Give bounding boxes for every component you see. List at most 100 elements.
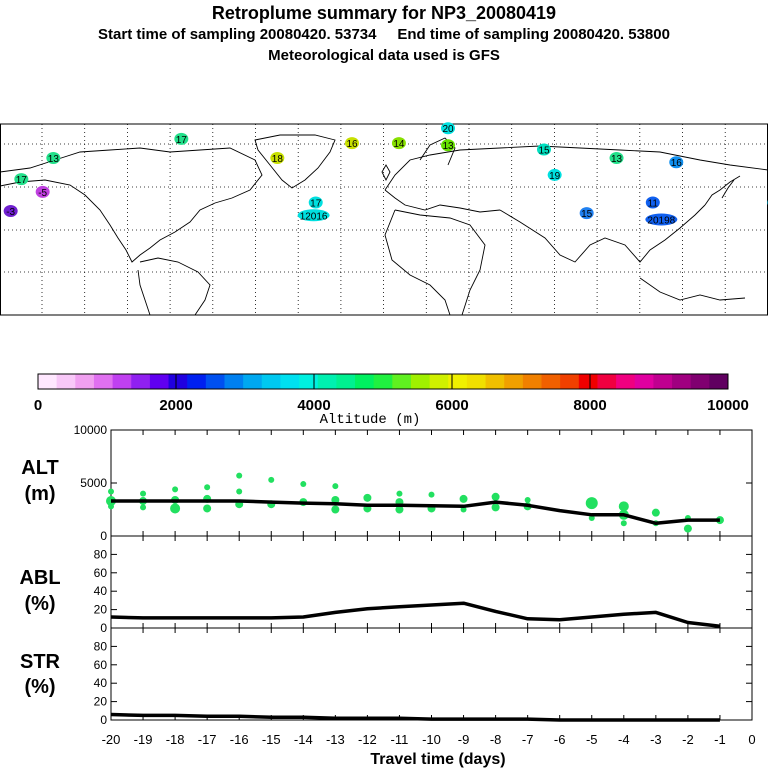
colorbar-swatch xyxy=(448,374,468,389)
met-data-line: Meteorological data used is GFS xyxy=(268,47,500,64)
x-tick-label: -4 xyxy=(618,732,630,747)
x-axis-title: Travel time (days) xyxy=(370,751,505,768)
colorbar-swatch xyxy=(616,374,636,389)
altitude-point xyxy=(459,494,468,503)
colorbar-swatch xyxy=(709,374,729,389)
colorbar-swatch xyxy=(672,374,692,389)
colorbar: 0 2000 4000 6000 8000 10000 Altitude (m) xyxy=(34,373,749,428)
colorbar-swatch xyxy=(131,374,151,389)
plume-marker: 17 xyxy=(14,173,29,186)
altitude-point xyxy=(524,496,531,503)
plume-day-label: 15 xyxy=(581,209,593,220)
x-tick-label: 0 xyxy=(748,732,755,747)
panel-unit-label: (m) xyxy=(24,483,55,505)
colorbar-swatch xyxy=(38,374,58,389)
colorbar-tick-label: 10000 xyxy=(707,397,749,414)
plume-day-label: 13 xyxy=(48,154,60,165)
coastline xyxy=(137,257,211,316)
altitude-point xyxy=(236,472,243,479)
coastline xyxy=(384,189,501,213)
altitude-point xyxy=(395,505,404,514)
x-tick-label: -12 xyxy=(358,732,377,747)
plume-day-label: 12016 xyxy=(300,211,328,222)
colorbar-swatch xyxy=(317,374,337,389)
altitude-point xyxy=(300,481,307,488)
colorbar-swatch xyxy=(541,374,561,389)
y-tick-label: 80 xyxy=(94,547,108,561)
plume-day-label: 17 xyxy=(310,199,322,210)
plume-marker: 11 xyxy=(645,196,660,210)
colorbar-swatch xyxy=(261,374,281,389)
x-tick-label: -9 xyxy=(458,732,470,747)
colorbar-swatch xyxy=(653,374,673,389)
plume-marker: 20198 xyxy=(645,213,678,227)
plume-day-label: 15 xyxy=(538,145,550,156)
plume-dot xyxy=(14,173,29,186)
panel-str: STR (%) 0 20 40 60 80 xyxy=(20,627,753,727)
plume-marker: 13 xyxy=(46,151,61,165)
colorbar-tick-label: 6000 xyxy=(435,397,468,414)
coastline xyxy=(704,175,741,206)
x-tick-label: -14 xyxy=(294,732,313,747)
colorbar-swatch xyxy=(522,374,543,389)
altitude-point xyxy=(332,483,339,490)
colorbar-swatch xyxy=(466,374,487,389)
x-tick-label: -10 xyxy=(422,732,441,747)
plume-dot xyxy=(645,196,660,209)
y-tick-label: 0 xyxy=(100,529,107,543)
x-tick-label: -20 xyxy=(102,732,121,747)
plume-marker: 17 xyxy=(174,132,189,146)
plume-day-label: 20198 xyxy=(647,216,675,227)
plume-dot xyxy=(579,207,594,220)
colorbar-swatch xyxy=(578,374,598,389)
y-tick-label: 5000 xyxy=(80,476,107,490)
plume-dot xyxy=(174,132,189,145)
plume-day-label: 14 xyxy=(393,139,405,150)
colorbar-tick-label: 4000 xyxy=(297,397,330,414)
colorbar-swatch xyxy=(149,374,170,389)
x-tick-label: -19 xyxy=(134,732,153,747)
y-tick-label: 60 xyxy=(94,566,108,580)
chart-subtitle: Start time of sampling 20080420. 53734 E… xyxy=(98,26,670,43)
plume-marker: 13 xyxy=(609,151,624,165)
colorbar-swatch xyxy=(75,374,95,389)
altitude-point xyxy=(585,497,598,510)
altitude-point xyxy=(108,503,114,510)
panel-frame xyxy=(110,429,753,537)
plume-marker: 15 xyxy=(579,207,594,220)
altitude-point xyxy=(618,501,629,512)
x-tick-label: -1 xyxy=(714,732,726,747)
panel-abl: ABL (%) 0 20 40 60 80 xyxy=(19,535,753,635)
x-tick-label: -16 xyxy=(230,732,249,747)
colorbar-swatch xyxy=(93,374,114,389)
x-axis: -20 -19 -18 -17 -16 -15 -14 -13 -12 -11 -10 -9 -8 -7-… xyxy=(102,732,756,768)
altitude-point xyxy=(620,520,627,527)
plume-day-label: -3 xyxy=(6,207,15,218)
y-tick-label: 10000 xyxy=(74,423,108,437)
plume-dot xyxy=(3,205,18,218)
plume-day-label: -5 xyxy=(38,188,47,199)
coastline xyxy=(0,147,263,263)
colorbar-swatch xyxy=(280,374,300,389)
colorbar-tick-label: 2000 xyxy=(159,397,192,414)
alt-series-line xyxy=(111,499,720,526)
colorbar-swatch xyxy=(560,374,580,389)
plume-day-label: 17 xyxy=(16,175,28,186)
colorbar-swatch xyxy=(355,374,375,389)
coastline xyxy=(721,179,735,199)
altitude-point xyxy=(715,516,724,525)
chart-title: Retroplume summary for NP3_20080419 xyxy=(211,3,557,23)
x-tick-label: -3 xyxy=(650,732,662,747)
panel-unit-label: (%) xyxy=(24,676,55,698)
y-tick-label: 80 xyxy=(94,639,108,653)
panel-frame xyxy=(110,627,753,721)
colorbar-swatch xyxy=(634,374,654,389)
coastline xyxy=(419,137,456,166)
plume-marker: 18 xyxy=(270,151,285,165)
altitude-point xyxy=(331,505,340,514)
colorbar-swatch xyxy=(224,374,244,389)
plume-day-label: 13 xyxy=(442,141,454,152)
plume-day-label: 20 xyxy=(442,124,454,135)
